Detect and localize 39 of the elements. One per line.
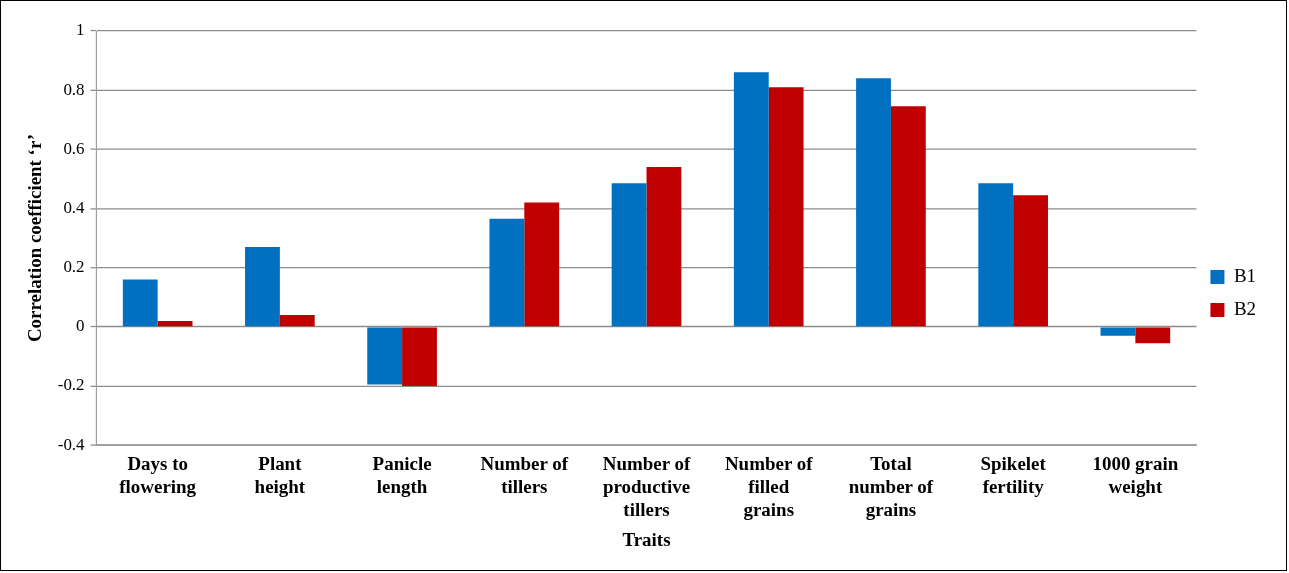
bar	[1013, 195, 1048, 327]
x-tick-label: Number of tillers	[480, 453, 569, 498]
bar	[646, 167, 682, 327]
y-axis-title: Correlation coefficient ‘r’	[24, 134, 46, 343]
bar	[245, 246, 280, 327]
bar	[279, 315, 315, 327]
legend-label: B1	[1233, 265, 1257, 286]
x-axis-title: Traits	[622, 528, 671, 550]
x-tick-label: Total number of grains	[848, 453, 934, 520]
y-tick-label: -0.4	[57, 434, 86, 454]
x-tick-label: Number of filled grains	[724, 453, 814, 520]
bar	[611, 183, 647, 327]
y-tick-label: 0.8	[63, 79, 85, 99]
bar	[157, 320, 193, 327]
bar	[122, 279, 158, 327]
x-tick-label: Spikelet fertility	[980, 453, 1047, 498]
y-tick-label: 0	[76, 316, 85, 336]
x-tick-label: Panicle length	[372, 453, 432, 498]
bar	[733, 72, 769, 327]
bar	[890, 106, 926, 327]
bar	[978, 183, 1014, 327]
legend-label: B2	[1233, 297, 1257, 319]
x-tick-label: 1000 grain weight	[1092, 453, 1179, 498]
bar	[402, 327, 437, 387]
y-tick-label: -0.2	[57, 375, 85, 395]
bar	[1135, 327, 1171, 344]
x-tick-label: Plant height	[254, 453, 306, 498]
y-tick-label: 0.4	[63, 197, 86, 217]
y-tick-label: 0.6	[63, 138, 85, 158]
bar	[367, 327, 403, 385]
y-tick-label: 0.2	[63, 257, 85, 277]
x-tick-label: Days to flowering	[119, 453, 197, 498]
bar	[856, 78, 891, 327]
y-tick-label: 1	[76, 20, 85, 40]
bar	[768, 87, 804, 327]
bar	[1100, 327, 1136, 336]
x-tick-label: Number of productive tillers	[602, 453, 691, 520]
bar	[524, 202, 560, 327]
bar	[489, 218, 525, 327]
